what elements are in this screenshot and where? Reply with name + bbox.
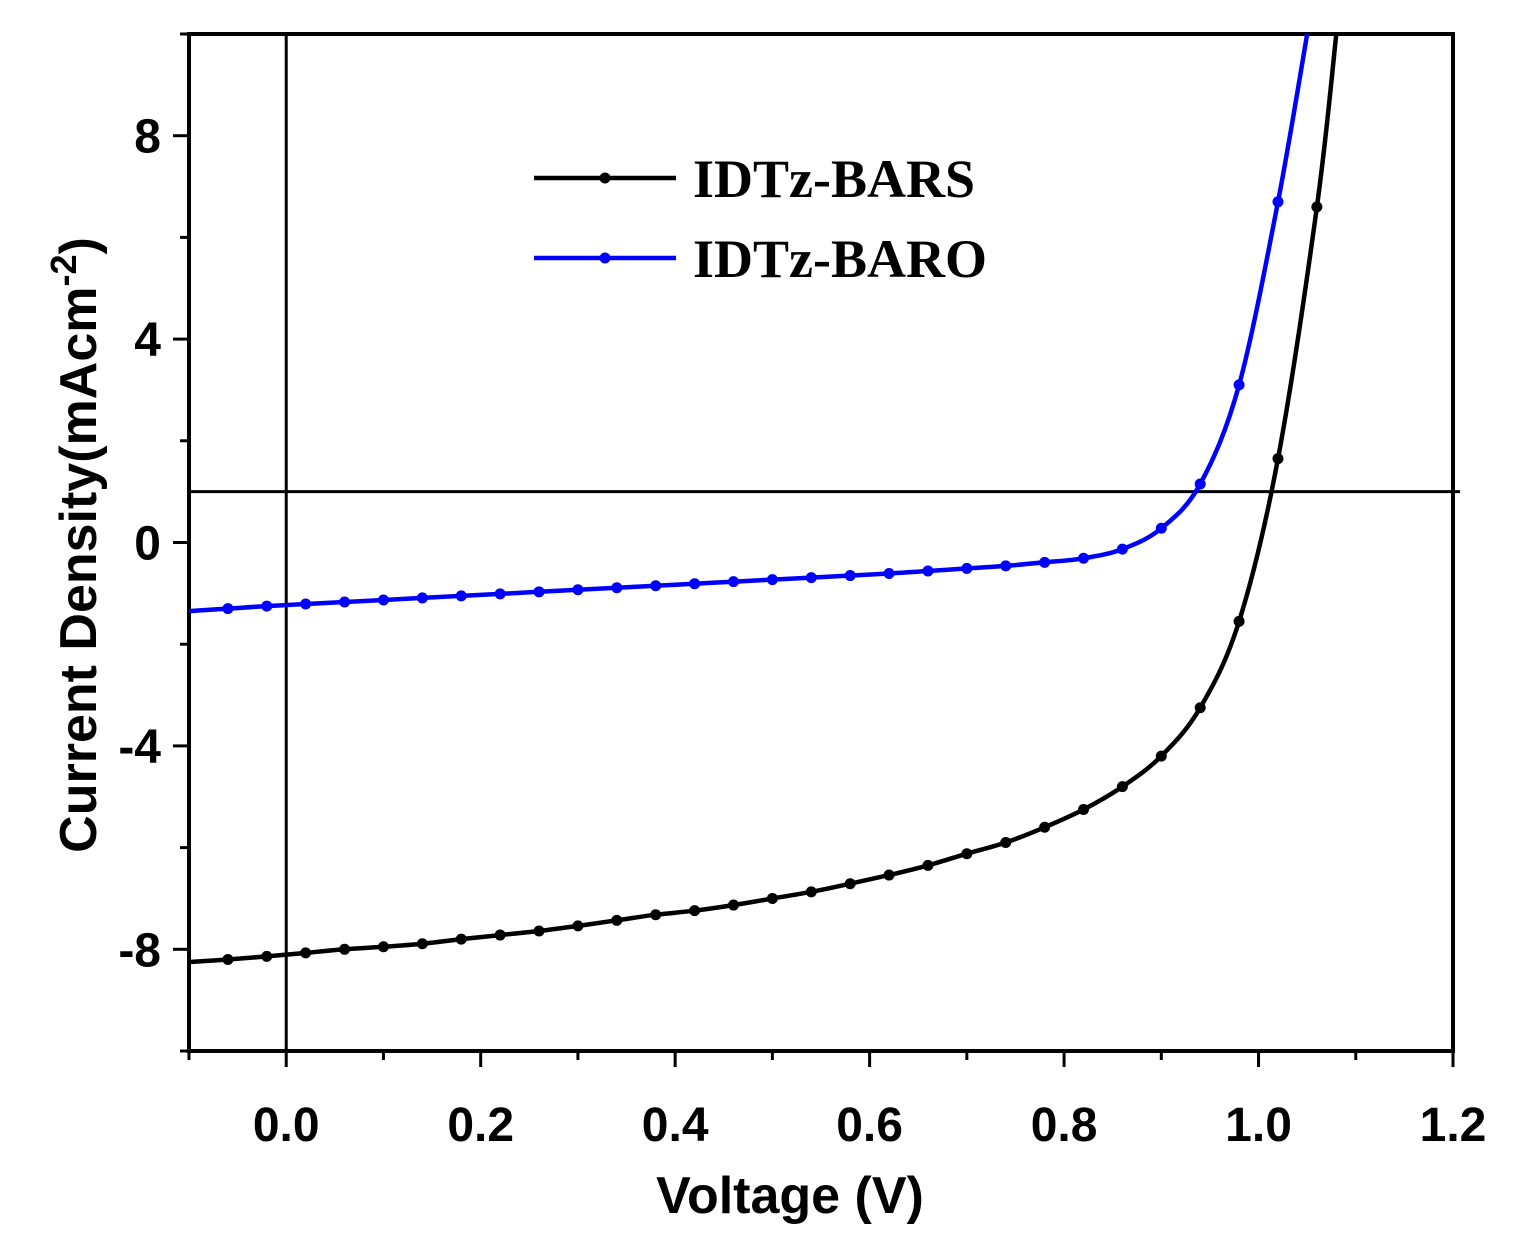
x-tick-label: 0.4 <box>642 1099 709 1152</box>
y-tick-label: -4 <box>118 721 161 774</box>
y-axis-title: Current Density(mAcm-2) <box>43 237 108 853</box>
data-point <box>261 950 273 962</box>
data-point <box>222 603 234 615</box>
data-point <box>805 572 817 584</box>
data-point <box>844 570 856 582</box>
data-point <box>494 929 506 941</box>
data-point <box>1155 750 1167 762</box>
data-point <box>844 878 856 890</box>
y-axis-title-main: Current Density(mAcm <box>50 287 108 853</box>
reference-lines <box>189 34 1460 1051</box>
x-tick-label: 0.6 <box>836 1099 903 1152</box>
data-point <box>494 588 506 600</box>
data-point <box>1078 552 1090 564</box>
data-point <box>1233 379 1245 391</box>
data-point <box>1272 196 1284 208</box>
y-tick-label: 4 <box>134 314 161 367</box>
data-point <box>1039 821 1051 833</box>
data-point <box>222 953 234 965</box>
data-point <box>961 848 973 860</box>
x-axis-title: Voltage (V) <box>656 1167 924 1225</box>
data-point <box>572 920 584 932</box>
data-point <box>611 914 623 926</box>
axis-ticks <box>173 32 1455 1067</box>
y-axis-title-superscript: -2 <box>43 254 84 286</box>
data-point <box>1311 201 1323 213</box>
data-point <box>689 905 701 917</box>
data-point <box>1000 837 1012 849</box>
data-point <box>1116 781 1128 793</box>
data-point <box>572 584 584 596</box>
data-point <box>961 562 973 574</box>
x-tick-label: 1.0 <box>1225 1099 1292 1152</box>
data-point <box>727 899 739 911</box>
data-point <box>922 859 934 871</box>
data-point <box>377 941 389 953</box>
x-tick-label: 1.2 <box>1420 1099 1487 1152</box>
data-point <box>1039 556 1051 568</box>
data-point <box>300 947 312 959</box>
data-point <box>883 568 895 580</box>
data-point <box>339 943 351 955</box>
data-point <box>1000 560 1012 572</box>
data-point <box>611 582 623 594</box>
y-tick-label: 0 <box>134 518 161 571</box>
data-point <box>339 596 351 608</box>
series-IDTz-BARO <box>189 34 1310 615</box>
data-point <box>727 576 739 588</box>
data-point <box>766 574 778 586</box>
y-tick-label: 8 <box>134 111 161 164</box>
data-point <box>377 594 389 606</box>
legend: IDTz-BARS IDTz-BARO <box>534 149 987 289</box>
data-point <box>1078 803 1090 815</box>
data-point <box>1194 478 1206 490</box>
legend-marker <box>599 172 611 184</box>
series-line <box>189 34 1310 614</box>
data-point <box>883 869 895 881</box>
legend-marker <box>599 252 611 264</box>
data-point <box>805 886 817 898</box>
data-point <box>533 925 545 937</box>
y-tick-label: -8 <box>118 924 161 977</box>
data-point <box>261 600 273 612</box>
data-point <box>533 586 545 598</box>
legend-label: IDTz-BARO <box>693 229 987 289</box>
data-point <box>766 892 778 904</box>
axis-tick-labels: 0.0 0.2 0.4 0.6 0.8 1.0 1.2 -8 -4 0 4 8 <box>118 111 1486 1152</box>
data-point <box>1116 543 1128 555</box>
data-point <box>689 578 701 590</box>
series-IDTz-BARS <box>189 34 1339 965</box>
data-point <box>650 909 662 921</box>
x-tick-label: 0.2 <box>447 1099 514 1152</box>
data-point <box>300 598 312 610</box>
data-point <box>1155 522 1167 534</box>
x-tick-label: 0.0 <box>253 1099 320 1152</box>
data-point <box>455 590 467 602</box>
x-tick-label: 0.8 <box>1031 1099 1098 1152</box>
data-point <box>416 938 428 950</box>
data-point <box>922 565 934 577</box>
data-point <box>455 933 467 945</box>
data-point <box>650 580 662 592</box>
data-point <box>1194 702 1206 714</box>
data-series <box>189 34 1339 965</box>
data-point <box>1272 453 1284 465</box>
data-point <box>416 592 428 604</box>
legend-label: IDTz-BARS <box>693 149 975 209</box>
y-axis-title-close: ) <box>50 237 108 254</box>
data-point <box>1233 615 1245 627</box>
